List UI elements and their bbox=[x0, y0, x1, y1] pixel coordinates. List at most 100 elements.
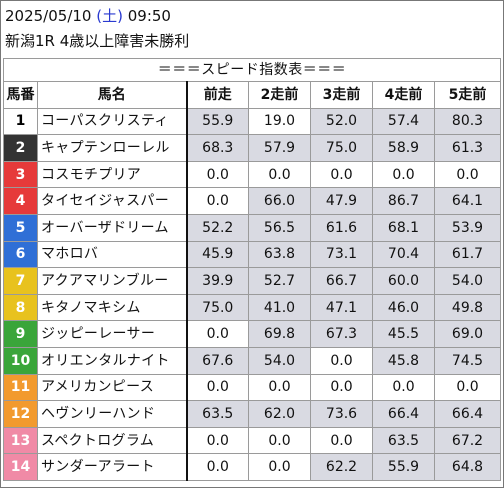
table-banner: ＝＝＝スピード指数表＝＝＝ bbox=[3, 58, 501, 82]
horse-name: ヘヴンリーハンド bbox=[37, 400, 188, 428]
speed-index-value: 52.2 bbox=[186, 213, 249, 242]
speed-index-value: 80.3 bbox=[434, 107, 501, 136]
speed-index-value: 61.3 bbox=[434, 134, 501, 162]
speed-index-value: 0.0 bbox=[310, 346, 373, 375]
speed-index-value: 63.5 bbox=[372, 426, 435, 455]
horse-name: ジッピーレーサー bbox=[37, 320, 188, 348]
horse-name: コーパスクリスティ bbox=[37, 107, 188, 136]
horse-number: 8 bbox=[3, 293, 38, 322]
horse-number: 14 bbox=[3, 453, 38, 481]
speed-index-value: 61.7 bbox=[434, 240, 501, 269]
horse-name: サンダーアラート bbox=[37, 453, 188, 481]
horse-number: 10 bbox=[3, 346, 38, 375]
speed-index-value: 57.9 bbox=[248, 134, 311, 162]
speed-index-value: 66.4 bbox=[372, 400, 435, 428]
speed-index-value: 46.0 bbox=[372, 293, 435, 322]
table-row: 8 キタノマキシム 75.0 41.0 47.1 46.0 49.8 bbox=[3, 293, 501, 322]
horse-name: オリエンタルナイト bbox=[37, 346, 188, 375]
speed-index-value: 75.0 bbox=[186, 293, 249, 322]
speed-index-value: 39.9 bbox=[186, 267, 249, 295]
speed-index-value: 57.4 bbox=[372, 107, 435, 136]
col-header-4-races-ago: 4走前 bbox=[372, 81, 435, 109]
horse-name: スペクトログラム bbox=[37, 426, 188, 455]
speed-index-value: 0.0 bbox=[372, 160, 435, 189]
speed-index-value: 62.0 bbox=[248, 400, 311, 428]
speed-index-value: 69.8 bbox=[248, 320, 311, 348]
speed-index-value: 54.0 bbox=[248, 346, 311, 375]
speed-index-value: 0.0 bbox=[310, 426, 373, 455]
speed-index-value: 60.0 bbox=[372, 267, 435, 295]
speed-index-value: 55.9 bbox=[372, 453, 435, 481]
horse-number: 6 bbox=[3, 240, 38, 269]
speed-index-value: 45.8 bbox=[372, 346, 435, 375]
speed-index-value: 0.0 bbox=[434, 160, 501, 189]
speed-index-value: 67.6 bbox=[186, 346, 249, 375]
speed-index-value: 49.8 bbox=[434, 293, 501, 322]
speed-index-value: 73.1 bbox=[310, 240, 373, 269]
race-time: 09:50 bbox=[127, 7, 171, 25]
horse-name: オーバーザドリーム bbox=[37, 213, 188, 242]
speed-index-value: 67.3 bbox=[310, 320, 373, 348]
speed-index-value: 56.5 bbox=[248, 213, 311, 242]
speed-index-value: 0.0 bbox=[310, 373, 373, 402]
race-datetime: 2025/05/10 (土) 09:50 bbox=[5, 7, 171, 25]
speed-index-value: 0.0 bbox=[310, 160, 373, 189]
speed-index-value: 66.4 bbox=[434, 400, 501, 428]
horse-number: 9 bbox=[3, 320, 38, 348]
table-row: 10 オリエンタルナイト 67.6 54.0 0.0 45.8 74.5 bbox=[3, 346, 501, 375]
table-row: 5 オーバーザドリーム 52.2 56.5 61.6 68.1 53.9 bbox=[3, 213, 501, 242]
speed-index-value: 58.9 bbox=[372, 134, 435, 162]
table-row: 6 マホロバ 45.9 63.8 73.1 70.4 61.7 bbox=[3, 240, 501, 269]
horse-name: コスモチプリア bbox=[37, 160, 188, 189]
horse-number: 4 bbox=[3, 187, 38, 215]
speed-index-value: 69.0 bbox=[434, 320, 501, 348]
speed-index-value: 67.2 bbox=[434, 426, 501, 455]
speed-index-value: 74.5 bbox=[434, 346, 501, 375]
race-date: 2025/05/10 bbox=[5, 7, 92, 25]
horse-number: 5 bbox=[3, 213, 38, 242]
horse-number: 13 bbox=[3, 426, 38, 455]
speed-index-value: 61.6 bbox=[310, 213, 373, 242]
speed-index-value: 0.0 bbox=[186, 160, 249, 189]
table-row: 1 コーパスクリスティ 55.9 19.0 52.0 57.4 80.3 bbox=[3, 107, 501, 136]
col-header-last-race: 前走 bbox=[186, 81, 249, 109]
speed-index-value: 64.1 bbox=[434, 187, 501, 215]
horse-number: 1 bbox=[3, 107, 38, 136]
horse-number: 2 bbox=[3, 134, 38, 162]
speed-index-value: 75.0 bbox=[310, 134, 373, 162]
table-row: 12 ヘヴンリーハンド 63.5 62.0 73.6 66.4 66.4 bbox=[3, 400, 501, 428]
speed-index-value: 45.9 bbox=[186, 240, 249, 269]
speed-index-value: 0.0 bbox=[186, 373, 249, 402]
col-header-2-races-ago: 2走前 bbox=[248, 81, 311, 109]
speed-index-value: 0.0 bbox=[372, 373, 435, 402]
horse-name: キタノマキシム bbox=[37, 293, 188, 322]
speed-index-value: 0.0 bbox=[248, 453, 311, 481]
speed-index-value: 66.0 bbox=[248, 187, 311, 215]
horse-number: 11 bbox=[3, 373, 38, 402]
race-title: 新潟1R 4歳以上障害未勝利 bbox=[5, 32, 190, 50]
speed-index-value: 52.0 bbox=[310, 107, 373, 136]
speed-index-value: 55.9 bbox=[186, 107, 249, 136]
horse-name: マホロバ bbox=[37, 240, 188, 269]
speed-index-value: 68.1 bbox=[372, 213, 435, 242]
speed-index-value: 0.0 bbox=[434, 373, 501, 402]
horse-name: アクアマリンブルー bbox=[37, 267, 188, 295]
speed-index-value: 41.0 bbox=[248, 293, 311, 322]
speed-index-value: 0.0 bbox=[186, 453, 249, 481]
table-row: 7 アクアマリンブルー 39.9 52.7 66.7 60.0 54.0 bbox=[3, 267, 501, 295]
speed-index-value: 63.8 bbox=[248, 240, 311, 269]
horse-name: キャプテンローレル bbox=[37, 134, 188, 162]
speed-index-value: 45.5 bbox=[372, 320, 435, 348]
speed-index-value: 70.4 bbox=[372, 240, 435, 269]
speed-index-value: 73.6 bbox=[310, 400, 373, 428]
table-row: 3 コスモチプリア 0.0 0.0 0.0 0.0 0.0 bbox=[3, 160, 501, 189]
speed-index-value: 63.5 bbox=[186, 400, 249, 428]
speed-index-value: 0.0 bbox=[186, 187, 249, 215]
race-weekday: (土) bbox=[96, 7, 123, 25]
speed-index-value: 47.1 bbox=[310, 293, 373, 322]
table-row: 9 ジッピーレーサー 0.0 69.8 67.3 45.5 69.0 bbox=[3, 320, 501, 348]
table-row: 4 タイセイジャスパー 0.0 66.0 47.9 86.7 64.1 bbox=[3, 187, 501, 215]
speed-index-value: 0.0 bbox=[186, 426, 249, 455]
horse-number: 3 bbox=[3, 160, 38, 189]
